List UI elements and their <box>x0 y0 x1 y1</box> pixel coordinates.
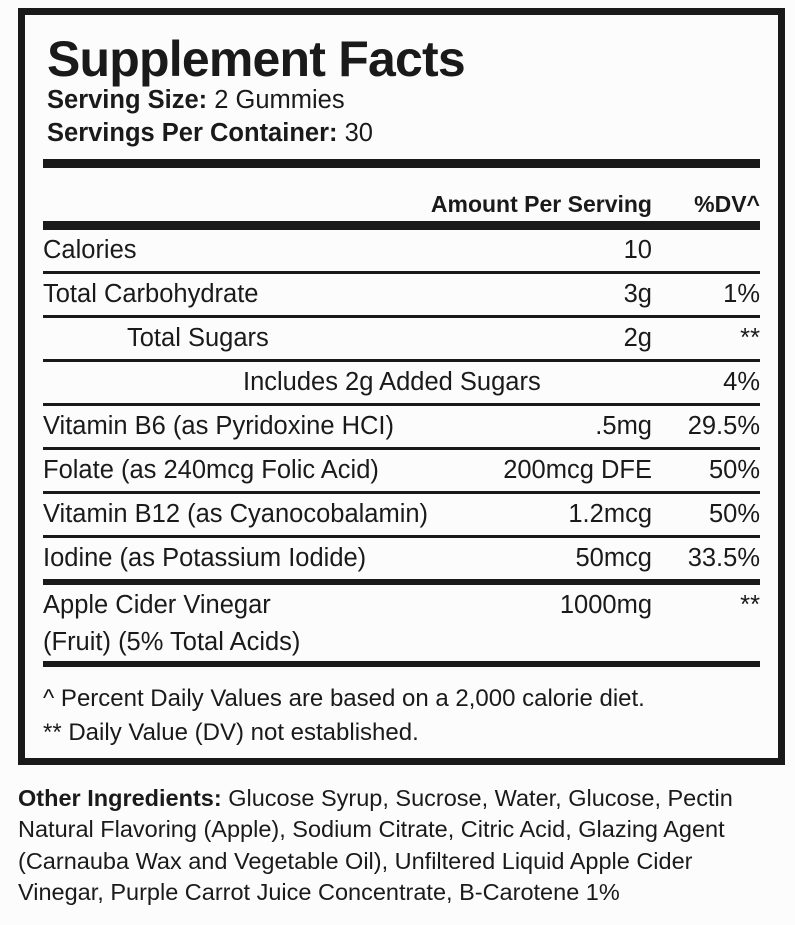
supplement-facts-body: Supplement Facts Serving Size: 2 Gummies… <box>25 34 778 777</box>
nutrient-name: Calories <box>43 238 137 264</box>
daily-value-header: %DV^ <box>694 191 760 218</box>
row-divider <box>43 491 760 495</box>
nutrient-name: Folate (as 240mcg Folic Acid) <box>43 458 379 484</box>
nutrient-dv: 4% <box>723 368 760 397</box>
row-divider-medium <box>43 579 760 586</box>
nutrient-amount: .5mg <box>595 412 652 441</box>
header-divider-rule <box>43 159 760 169</box>
nutrient-name: Vitamin B6 (as Pyridoxine HCI) <box>43 414 394 440</box>
page-title: Supplement Facts <box>47 31 466 87</box>
table-row: Calories 10 <box>43 230 760 271</box>
nutrient-amount: 200mcg DFE <box>503 456 652 485</box>
row-divider <box>43 271 760 275</box>
nutrient-dv: 50% <box>708 456 760 485</box>
serving-size-value: 2 Gummies <box>214 86 345 114</box>
table-row: Iodine (as Potassium Iodide) 50mcg 33.5% <box>43 538 760 579</box>
nutrient-name: Iodine (as Potassium Iodide) <box>43 546 367 572</box>
nutrient-dv: 29.5% <box>687 412 760 441</box>
other-ingredients-text: Glucose Syrup, Sucrose, Water, Glucose, … <box>18 785 733 905</box>
supplement-facts-panel: Supplement Facts Serving Size: 2 Gummies… <box>18 8 785 765</box>
nutrient-dv: 1% <box>723 280 760 309</box>
nutrient-name: Includes 2g Added Sugars <box>243 370 541 396</box>
row-divider <box>43 403 760 407</box>
nutrient-amount: 10 <box>623 236 652 265</box>
nutrient-amount: 2g <box>623 324 652 353</box>
acv-secondary-line: (Fruit) (5% Total Acids) <box>43 627 301 656</box>
nutrient-name: Total Carbohydrate <box>43 282 259 308</box>
table-row: Total Sugars 2g ** <box>43 318 760 359</box>
footnote-divider-rule <box>43 661 760 668</box>
footnotes: ^ Percent Daily Values are based on a 2,… <box>43 667 760 750</box>
other-ingredients-label: Other Ingredients: <box>18 785 222 811</box>
table-top-rule <box>43 221 760 231</box>
servings-per-container-label: Servings Per Container: <box>47 118 338 147</box>
nutrient-dv: 50% <box>708 500 760 529</box>
serving-size-label: Serving Size: <box>47 86 208 114</box>
acv-primary-line: Apple Cider Vinegar 1000mg ** <box>43 593 760 619</box>
nutrient-dv: ** <box>740 591 760 620</box>
servings-per-container-value: 30 <box>344 118 373 147</box>
footnote-dv-not-established: ** Daily Value (DV) not established. <box>43 719 419 747</box>
servings-per-container-line: Servings Per Container: 30 <box>47 117 760 150</box>
table-row: Folate (as 240mcg Folic Acid) 200mcg DFE… <box>43 450 760 491</box>
table-row: Total Carbohydrate 3g 1% <box>43 274 760 315</box>
nutrient-amount: 3g <box>623 280 652 309</box>
nutrient-name: Vitamin B12 (as Cyanocobalamin) <box>43 502 429 528</box>
table-row: Apple Cider Vinegar 1000mg ** (Fruit) (5… <box>43 585 760 661</box>
nutrient-amount: 50mcg <box>575 544 652 573</box>
footnote-daily-value: ^ Percent Daily Values are based on a 2,… <box>43 685 645 713</box>
nutrient-amount: 1.2mcg <box>568 500 652 529</box>
nutrient-dv: 33.5% <box>687 544 760 573</box>
table-row: Vitamin B12 (as Cyanocobalamin) 1.2mcg 5… <box>43 494 760 535</box>
nutrient-name: Apple Cider Vinegar <box>43 593 271 619</box>
amount-per-serving-header: Amount Per Serving <box>430 191 652 218</box>
nutrient-name: Total Sugars <box>127 326 269 352</box>
nutrient-dv: ** <box>740 324 760 353</box>
row-divider <box>43 535 760 539</box>
serving-size-line: Serving Size: 2 Gummies <box>47 84 760 117</box>
other-ingredients-section: Other Ingredients: Glucose Syrup, Sucros… <box>18 783 778 908</box>
row-divider <box>43 447 760 451</box>
row-divider <box>43 359 760 363</box>
row-divider <box>43 315 760 319</box>
column-headers: Amount Per Serving %DV^ <box>43 168 760 221</box>
table-row: Includes 2g Added Sugars 4% <box>43 362 760 403</box>
nutrient-amount: 1000mg <box>559 591 652 620</box>
table-row: Vitamin B6 (as Pyridoxine HCI) .5mg 29.5… <box>43 406 760 447</box>
